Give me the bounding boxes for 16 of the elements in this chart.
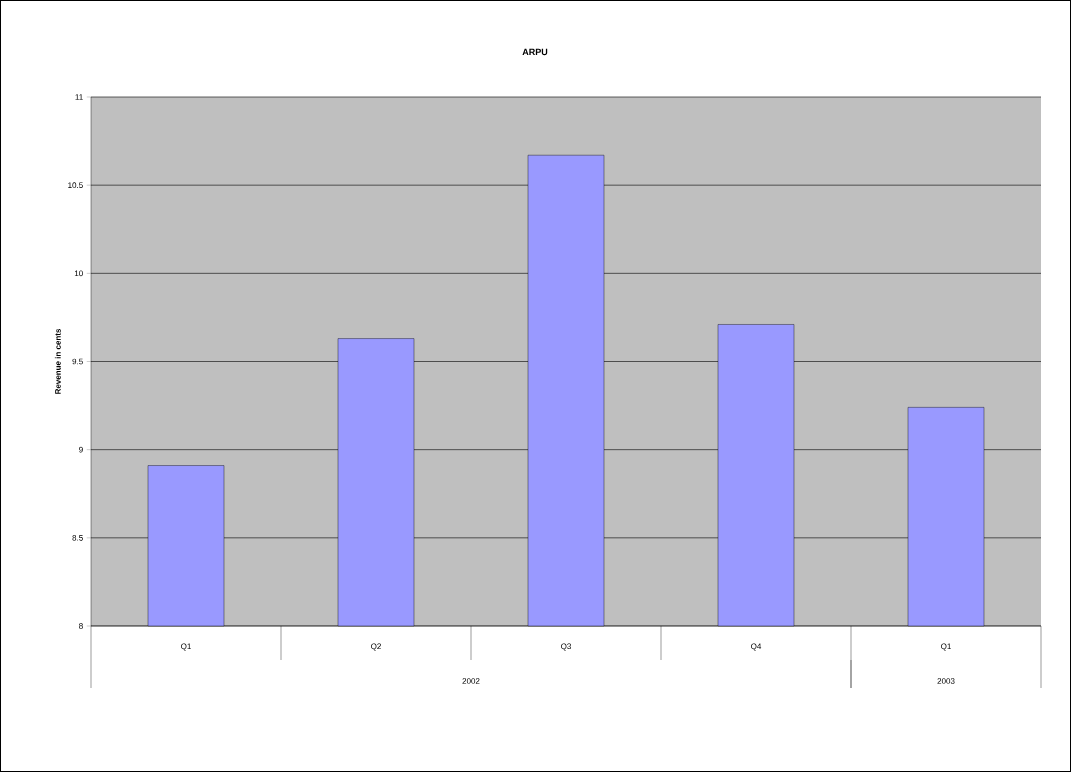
y-axis-title: Revenue in cents xyxy=(54,328,61,394)
y-tick-label: 11 xyxy=(75,94,83,100)
chart-title: ARPU xyxy=(522,48,548,56)
text: 2003 xyxy=(937,678,955,684)
y-tick-label: 10 xyxy=(74,270,83,277)
y-tick-label: 9.5 xyxy=(72,358,83,365)
x-tick-label: Q2 xyxy=(371,643,381,651)
x-tick-label: Q3 xyxy=(561,643,571,651)
y-tick-label: 8 xyxy=(79,623,83,629)
y-tick-label: 8.5 xyxy=(72,535,83,541)
text: 2002 xyxy=(462,678,480,684)
y-tick-label: 10.5 xyxy=(68,182,83,188)
x-tick-label: Q4 xyxy=(751,643,762,651)
y-tick-label: 9 xyxy=(79,446,83,453)
x-tick-label: Q1 xyxy=(181,643,191,651)
x-tick-label: Q1 xyxy=(941,643,951,651)
